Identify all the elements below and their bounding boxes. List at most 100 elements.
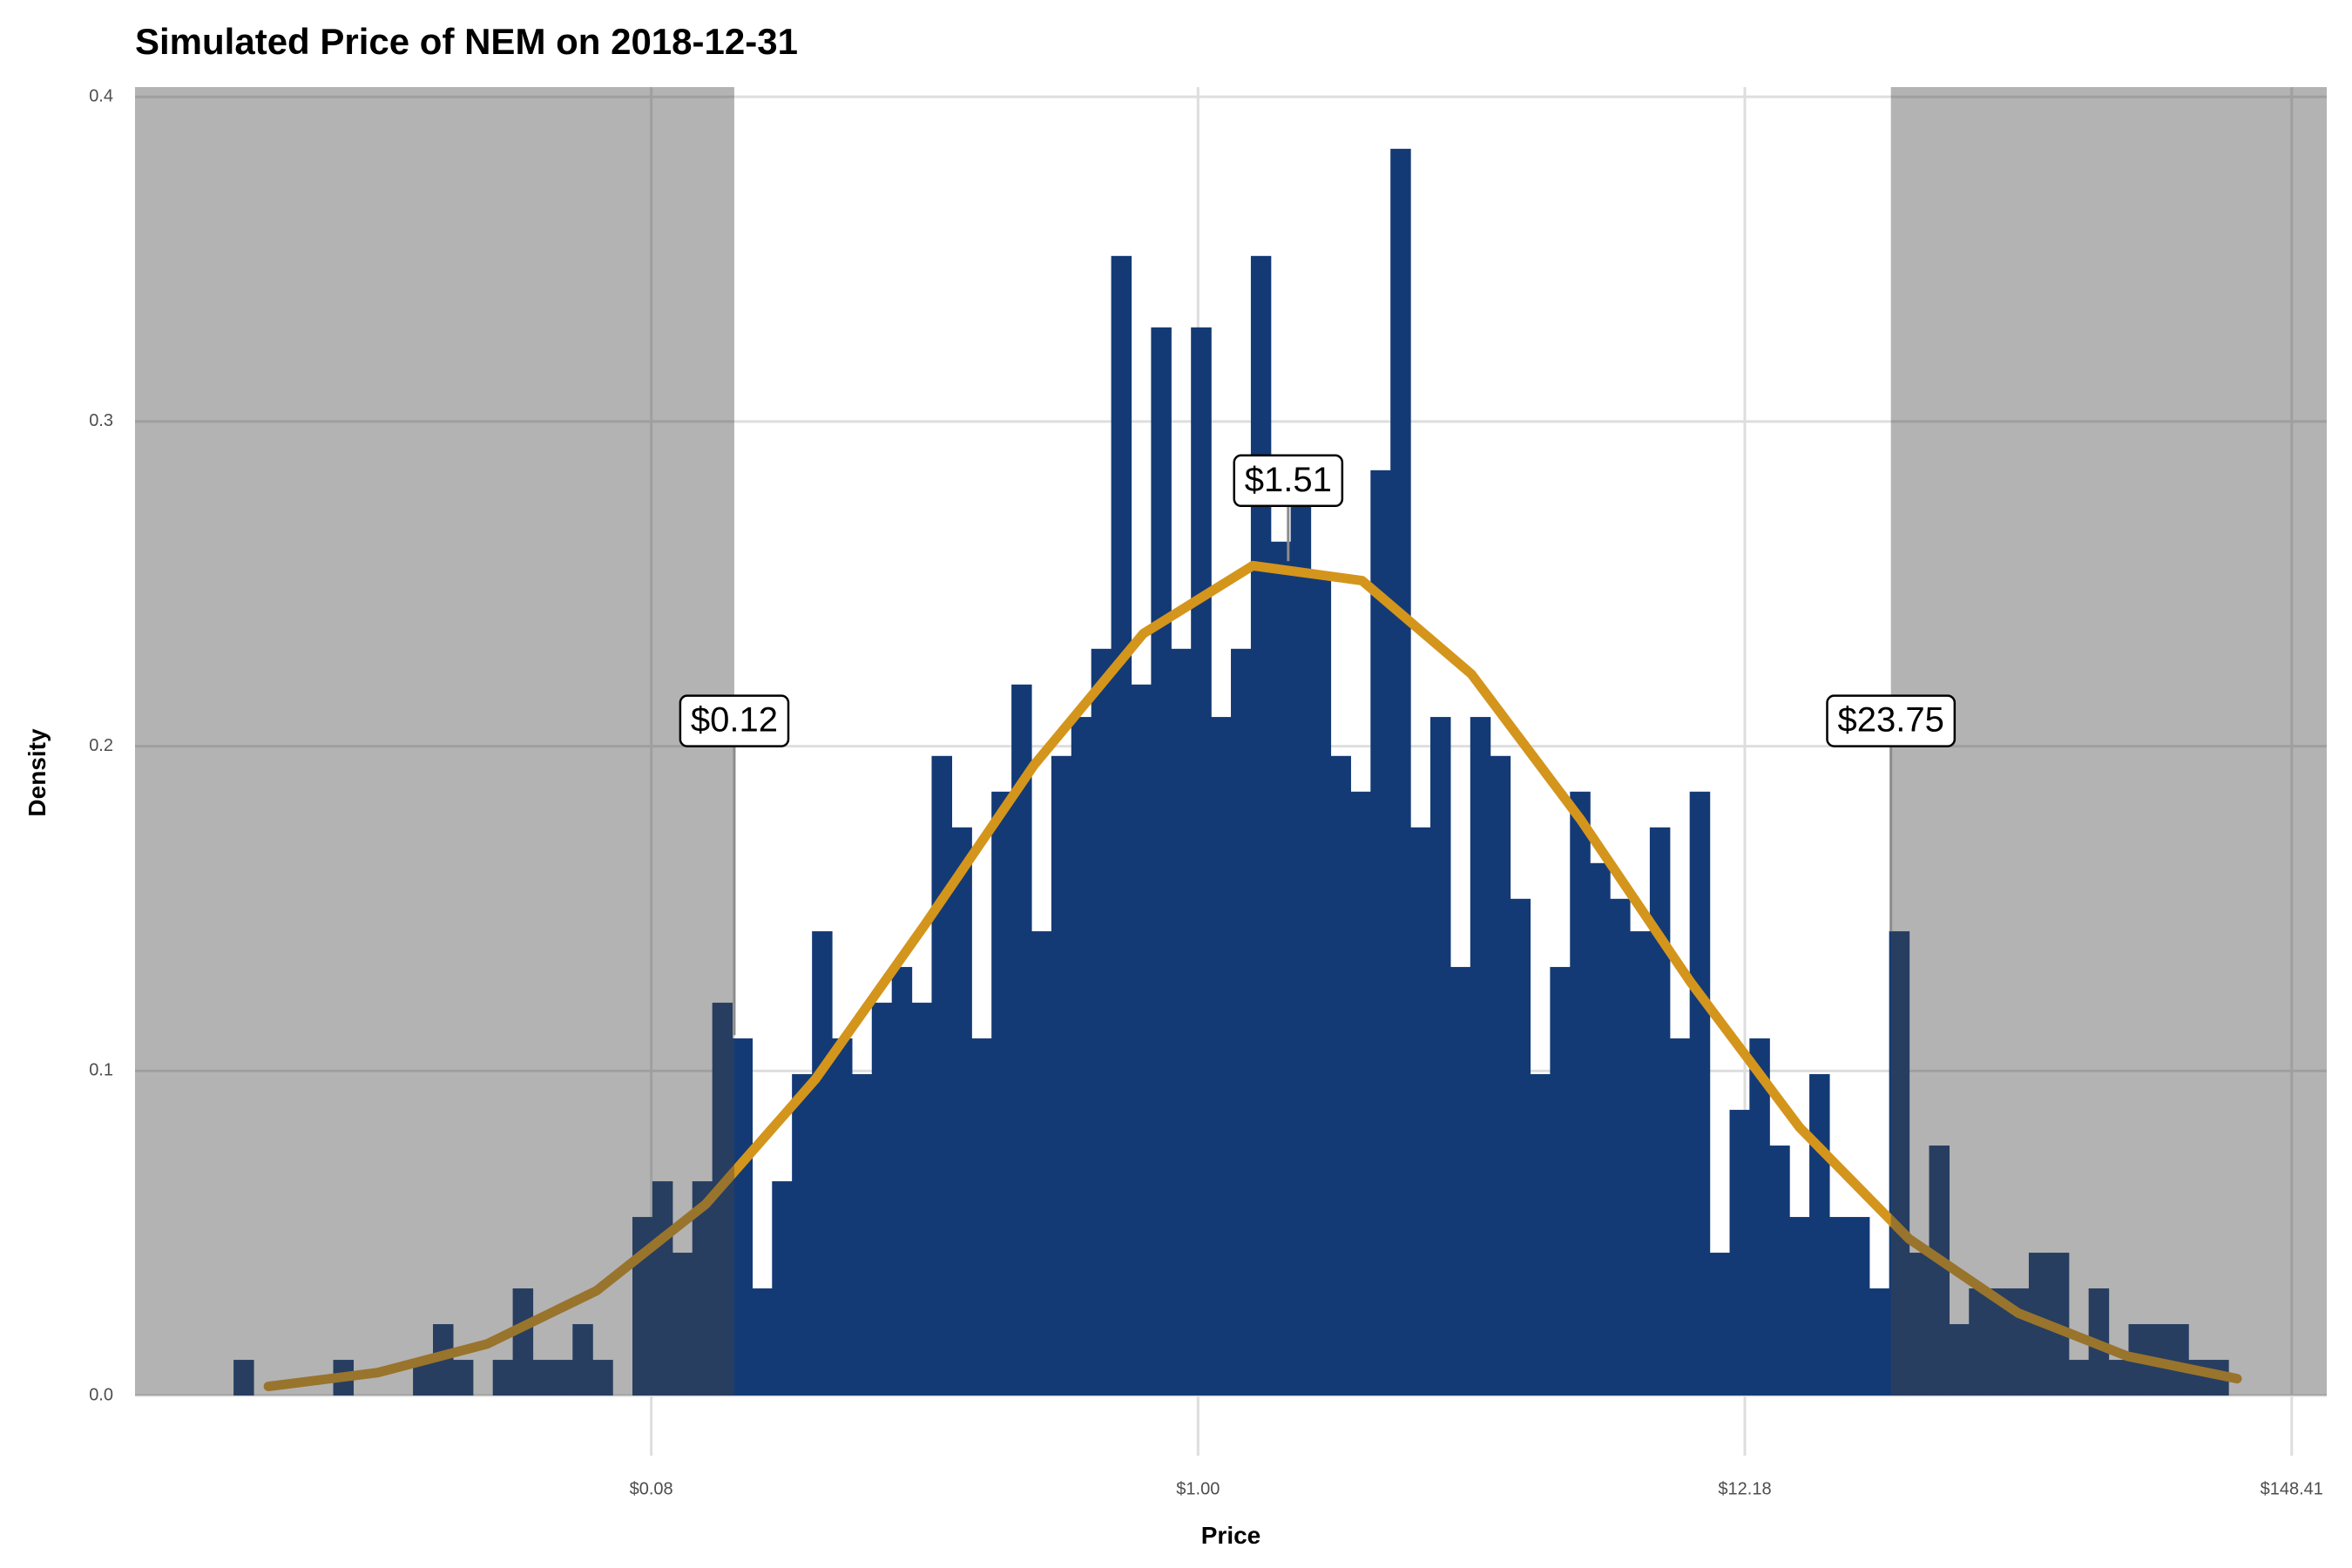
y-tick-label: 0.4 [89,86,113,105]
bar [1590,862,1611,1396]
bar [492,1360,514,1396]
x-tick-label: $148.41 [2261,1479,2323,1498]
bar [672,1253,693,1396]
bar [1809,1074,1830,1396]
bar [1550,967,1571,1396]
annotation-box [1826,694,1957,747]
bar [1330,755,1351,1396]
bar [792,1074,813,1396]
bar [1929,1146,1950,1396]
bar [1211,717,1232,1396]
bar [1470,717,1491,1396]
bar [1011,684,1032,1396]
bar [1091,648,1112,1396]
bar [1989,1288,2010,1396]
bar [1869,1288,1890,1396]
shaded-region [135,87,734,1396]
bar [1250,255,1272,1396]
bar [1151,327,1172,1396]
bar [911,1003,933,1396]
bar [1350,791,1371,1396]
bar [991,791,1012,1396]
bar [1031,931,1052,1396]
y-tick-label: 0.3 [89,411,113,430]
bar [1450,967,1471,1396]
bar [752,1288,773,1396]
bar [1769,1146,1790,1396]
annotation: $1.51 [1233,454,1344,508]
bar [1828,1217,1850,1396]
bar [1410,827,1431,1396]
bar [592,1360,613,1396]
bar [1789,1217,1810,1396]
bar [552,1360,573,1396]
x-tick-label: $0.08 [630,1479,673,1498]
bar [572,1324,593,1396]
y-axis-title: Density [24,728,51,817]
annotation-box [679,694,790,747]
bar [1290,505,1312,1396]
bar [1749,1038,1770,1396]
bar [233,1360,254,1396]
bar [692,1181,713,1396]
bar [732,1038,754,1396]
x-axis-title: Price [1201,1522,1261,1549]
density-curve [263,560,2242,1392]
bar [512,1288,534,1396]
bar [1071,717,1092,1396]
bar [1171,648,1192,1396]
bar [1629,931,1651,1396]
bar [1729,1110,1750,1396]
y-tick-label: 0.1 [89,1061,113,1080]
bar [1949,1324,1970,1396]
annotation: $23.75 [1826,694,1957,747]
bar [1909,1253,1930,1396]
y-tick-label: 0.0 [89,1385,113,1404]
x-tick-label: $1.00 [1176,1479,1220,1498]
bar [772,1181,793,1396]
bar [1429,717,1451,1396]
bar [971,1038,992,1396]
bar [812,931,833,1396]
bar [712,1003,733,1396]
annotation-box [1233,454,1344,508]
bar [1649,827,1671,1396]
bar [452,1360,474,1396]
bar [1570,791,1591,1396]
bar [1889,931,1910,1396]
bar [1191,327,1212,1396]
bar [1530,1074,1551,1396]
x-tick-label: $12.18 [1718,1479,1771,1498]
bar [413,1360,434,1396]
bar [1490,755,1511,1396]
bar [831,1038,853,1396]
bar [1270,541,1292,1396]
bar [1969,1288,1990,1396]
bar [1111,255,1132,1396]
bar [1669,1038,1691,1396]
bar [532,1360,554,1396]
bar [1051,755,1072,1396]
bar [1689,791,1711,1396]
bar [1310,577,1332,1396]
bar [1131,684,1152,1396]
bar [851,1074,873,1396]
y-tick-label: 0.2 [89,736,113,755]
bar [891,967,913,1396]
bar [2068,1360,2090,1396]
bar [1370,470,1391,1396]
shaded-region [1890,87,2327,1396]
bar [1848,1217,1870,1396]
annotation-label: $0.12 [691,701,778,740]
chart-title: Simulated Price of NEM on 2018-12-31 [135,21,798,62]
bar [1510,898,1531,1396]
bar [931,755,953,1396]
annotation-label: $23.75 [1837,701,1943,740]
annotation: $0.12 [679,694,790,747]
annotation-label: $1.51 [1245,461,1332,499]
bar [1610,898,1631,1396]
bar [2108,1360,2130,1396]
bar [871,1003,893,1396]
